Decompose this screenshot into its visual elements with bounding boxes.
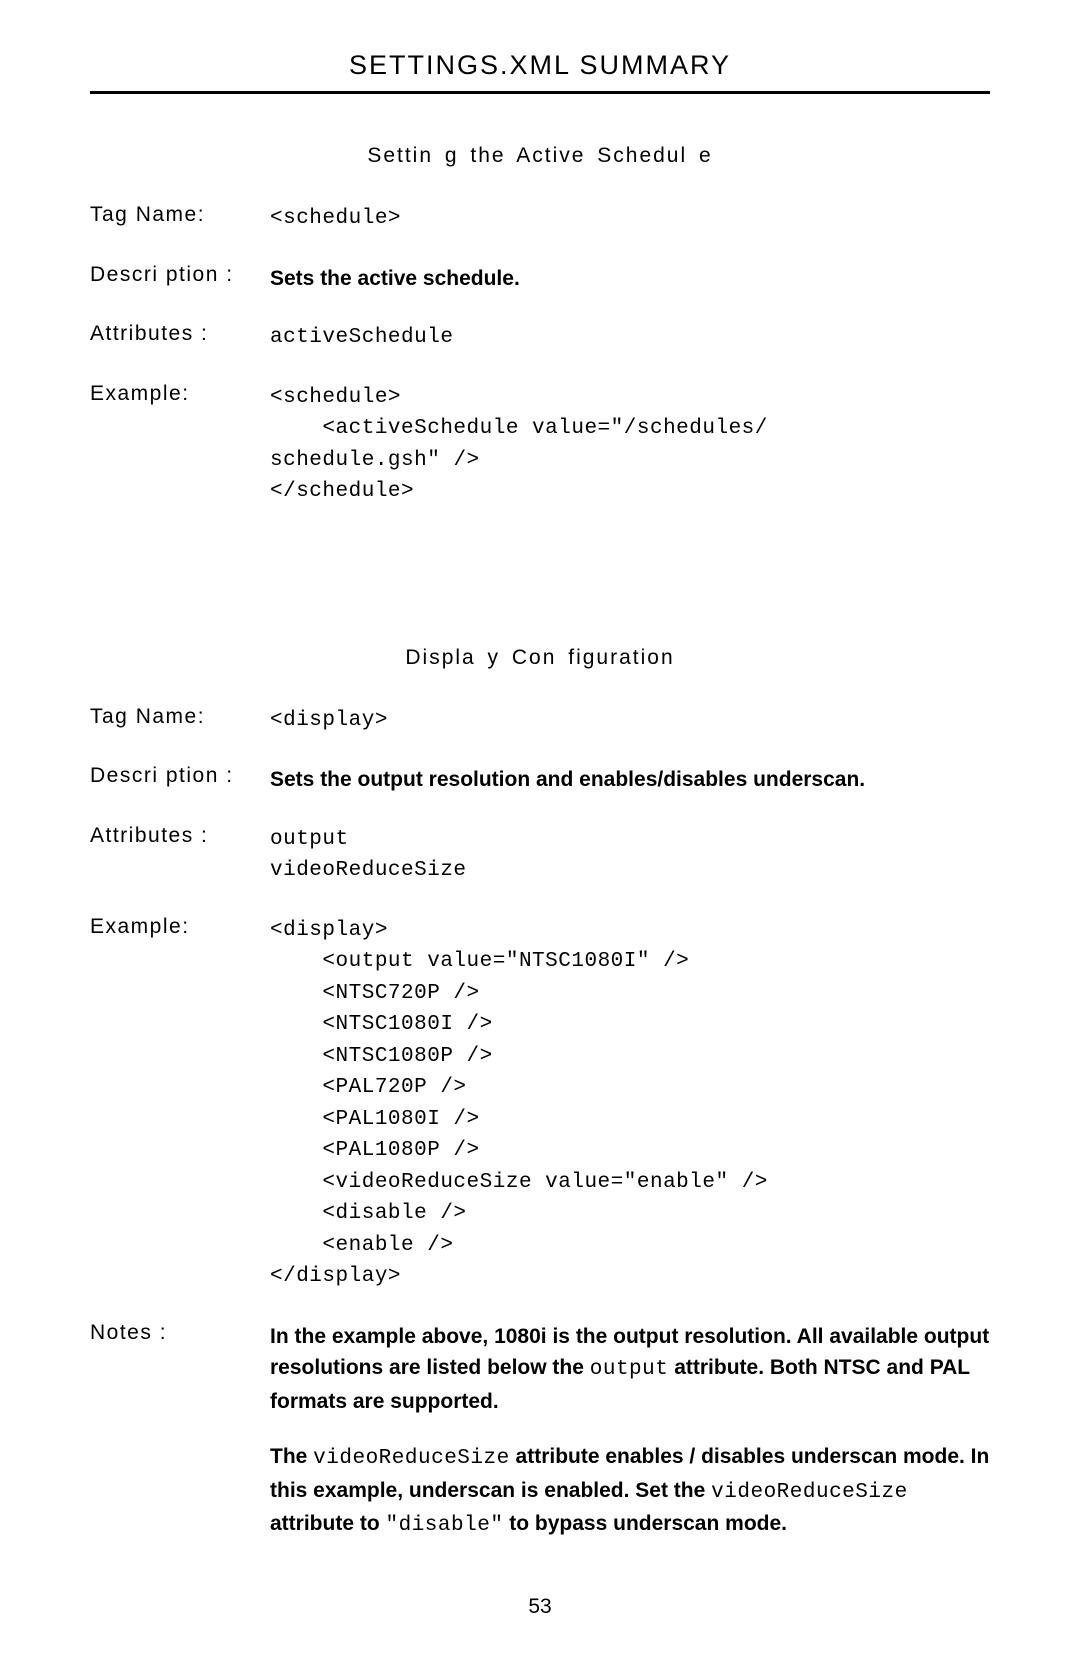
s2-ex-l6: <PAL720P /> [270, 1076, 467, 1099]
section-gap [90, 536, 990, 646]
s2-notes-row: Notes : In the example above, 1080i is t… [90, 1321, 990, 1542]
document-page: SETTINGS.XML SUMMARY Settin g the Active… [0, 0, 1080, 1669]
s2-ex-l5: <NTSC1080P /> [270, 1045, 493, 1068]
s2-ex-l2a: <output value=" [270, 950, 519, 973]
s2-notes-label: Notes : [90, 1321, 270, 1542]
section1-title: Settin g the Active Schedul e [90, 144, 990, 168]
s1-ex-line3b: " /> [427, 449, 479, 472]
s1-description-label: Descri ption : [90, 263, 270, 295]
s2-notes-p1: In the example above, 1080i is the outpu… [270, 1321, 990, 1418]
s2-example-label: Example: [90, 915, 270, 1293]
s1-tagname-row: Tag Name: <schedule> [90, 203, 990, 235]
s2-ex-l1: <display> [270, 919, 388, 942]
s2-attributes-value: output videoReduceSize [270, 824, 990, 887]
s1-ex-line1: <schedule> [270, 386, 401, 409]
s2-ex-l2c: " /> [637, 950, 689, 973]
s2-ex-l11: <enable /> [270, 1234, 453, 1257]
s2-description-label: Descri ption : [90, 764, 270, 796]
s1-ex-line3a: schedule.gsh [270, 449, 427, 472]
section2-title: Displa y Con figuration [90, 646, 990, 670]
notes-spacer [270, 1417, 990, 1441]
s2-notes-p2g: to bypass underscan mode. [503, 1512, 787, 1535]
page-header-title: SETTINGS.XML SUMMARY [90, 50, 990, 81]
s1-attributes-value: activeSchedule [270, 322, 990, 354]
s1-description-row: Descri ption : Sets the active schedule. [90, 263, 990, 295]
s2-example-code: <display> <output value="NTSC1080I" /> <… [270, 915, 990, 1293]
s1-example-label: Example: [90, 382, 270, 508]
s2-description-value: Sets the output resolution and enables/d… [270, 764, 990, 796]
s2-tagname-label: Tag Name: [90, 705, 270, 737]
s2-description-row: Descri ption : Sets the output resolutio… [90, 764, 990, 796]
s2-ex-l12: </display> [270, 1265, 401, 1288]
s2-attr-v2: videoReduceSize [270, 855, 990, 887]
s1-tagname-label: Tag Name: [90, 203, 270, 235]
s2-tagname-row: Tag Name: <display> [90, 705, 990, 737]
s1-ex-line4: </schedule> [270, 480, 414, 503]
s2-attributes-row: Attributes : output videoReduceSize [90, 824, 990, 887]
s2-example-row: Example: <display> <output value="NTSC10… [90, 915, 990, 1293]
s2-ex-l9b: enable [637, 1171, 716, 1194]
s1-ex-line2a: <activeSchedule value=" [270, 417, 624, 440]
s2-ex-l9c: " /> [715, 1171, 767, 1194]
s2-notes-value: In the example above, 1080i is the outpu… [270, 1321, 990, 1542]
s1-example-row: Example: <schedule> <activeSchedule valu… [90, 382, 990, 508]
s2-notes-p2e: attribute to [270, 1512, 386, 1535]
s2-notes-p2a: The [270, 1445, 313, 1468]
s2-notes-p2: The videoReduceSize attribute enables / … [270, 1441, 990, 1542]
s1-tagname-value: <schedule> [270, 203, 990, 235]
s1-example-value: <schedule> <activeSchedule value="/sched… [270, 382, 990, 508]
s2-attr-v1: output [270, 824, 990, 856]
s2-notes-p2b: videoReduceSize [313, 1447, 510, 1470]
s1-attributes-row: Attributes : activeSchedule [90, 322, 990, 354]
s2-notes-p2f: "disable" [386, 1514, 504, 1537]
s2-ex-l7: <PAL1080I /> [270, 1108, 480, 1131]
s1-ex-line2b: /schedules/ [624, 417, 768, 440]
header-rule [90, 91, 990, 94]
s2-ex-l10: <disable /> [270, 1202, 467, 1225]
s2-ex-l8: <PAL1080P /> [270, 1139, 480, 1162]
s2-ex-l9a: <videoReduceSize value=" [270, 1171, 637, 1194]
s2-notes-p1b: output [590, 1358, 669, 1381]
s2-ex-l3: <NTSC720P /> [270, 982, 480, 1005]
s2-example-value: <display> <output value="NTSC1080I" /> <… [270, 915, 990, 1293]
s2-ex-l4: <NTSC1080I /> [270, 1013, 493, 1036]
s1-description-value: Sets the active schedule. [270, 263, 990, 295]
s1-example-code: <schedule> <activeSchedule value="/sched… [270, 382, 990, 508]
s2-attributes-label: Attributes : [90, 824, 270, 887]
s2-tagname-value: <display> [270, 705, 990, 737]
s2-ex-l2b: NTSC1080I [519, 950, 637, 973]
s1-attributes-label: Attributes : [90, 322, 270, 354]
page-number: 53 [0, 1595, 1080, 1619]
s2-notes-p2d: videoReduceSize [711, 1481, 908, 1504]
